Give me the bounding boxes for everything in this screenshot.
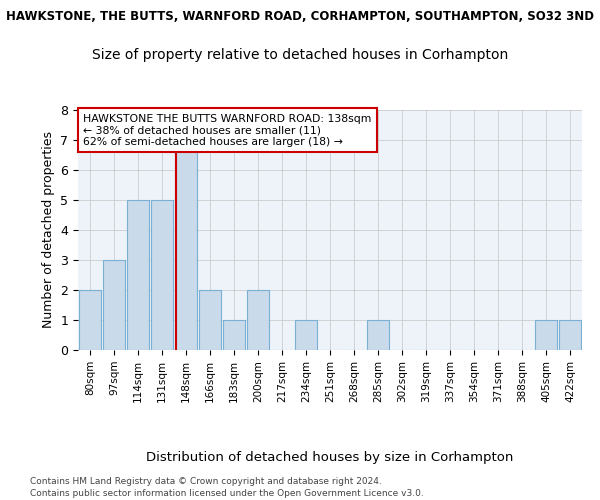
Bar <box>127 200 149 350</box>
Bar <box>151 200 173 350</box>
Text: Contains HM Land Registry data © Crown copyright and database right 2024.: Contains HM Land Registry data © Crown c… <box>30 476 382 486</box>
Bar <box>199 290 221 350</box>
Text: HAWKSTONE, THE BUTTS, WARNFORD ROAD, CORHAMPTON, SOUTHAMPTON, SO32 3ND: HAWKSTONE, THE BUTTS, WARNFORD ROAD, COR… <box>6 10 594 23</box>
Y-axis label: Number of detached properties: Number of detached properties <box>42 132 55 328</box>
Bar <box>295 320 317 350</box>
Bar <box>223 320 245 350</box>
Bar <box>367 320 389 350</box>
Text: Distribution of detached houses by size in Corhampton: Distribution of detached houses by size … <box>146 451 514 464</box>
Text: HAWKSTONE THE BUTTS WARNFORD ROAD: 138sqm
← 38% of detached houses are smaller (: HAWKSTONE THE BUTTS WARNFORD ROAD: 138sq… <box>83 114 371 147</box>
Bar <box>103 260 125 350</box>
Bar <box>247 290 269 350</box>
Bar <box>535 320 557 350</box>
Bar <box>175 140 197 350</box>
Bar <box>79 290 101 350</box>
Text: Size of property relative to detached houses in Corhampton: Size of property relative to detached ho… <box>92 48 508 62</box>
Text: Contains public sector information licensed under the Open Government Licence v3: Contains public sector information licen… <box>30 490 424 498</box>
Bar <box>559 320 581 350</box>
